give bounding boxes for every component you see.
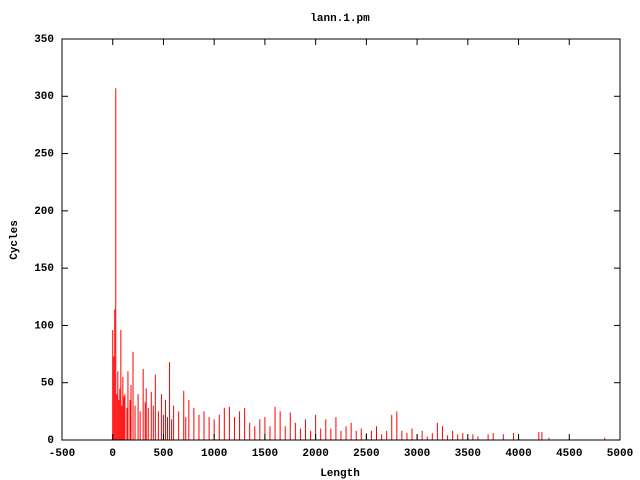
x-tick-label: 3500 [455,448,481,460]
x-tick-label: 5000 [607,448,633,460]
x-tick-label: 4500 [556,448,582,460]
plot-frame [61,38,621,441]
x-tick-label: 1500 [252,448,278,460]
y-tick-label: 250 [34,148,54,160]
x-tick-label: 2000 [302,448,328,460]
x-tick-label: -500 [49,448,75,460]
y-tick-label: 350 [34,34,54,46]
y-tick-label: 50 [41,378,54,390]
chart-title: lann.1.pm [310,13,370,25]
y-tick-label: 150 [34,263,54,275]
y-tick-label: 200 [34,206,54,218]
x-tick-label: 2500 [353,448,379,460]
y-axis-label: Cycles [9,220,21,260]
x-tick-label: 3000 [404,448,430,460]
x-tick-label: 1000 [201,448,227,460]
x-axis-label: Length [320,468,360,480]
x-tick-label: 0 [109,448,116,460]
y-tick-label: 0 [47,435,54,447]
x-tick-label: 500 [154,448,174,460]
x-tick-label: 4000 [505,448,531,460]
y-tick-label: 100 [34,320,54,332]
y-tick-label: 300 [34,91,54,103]
